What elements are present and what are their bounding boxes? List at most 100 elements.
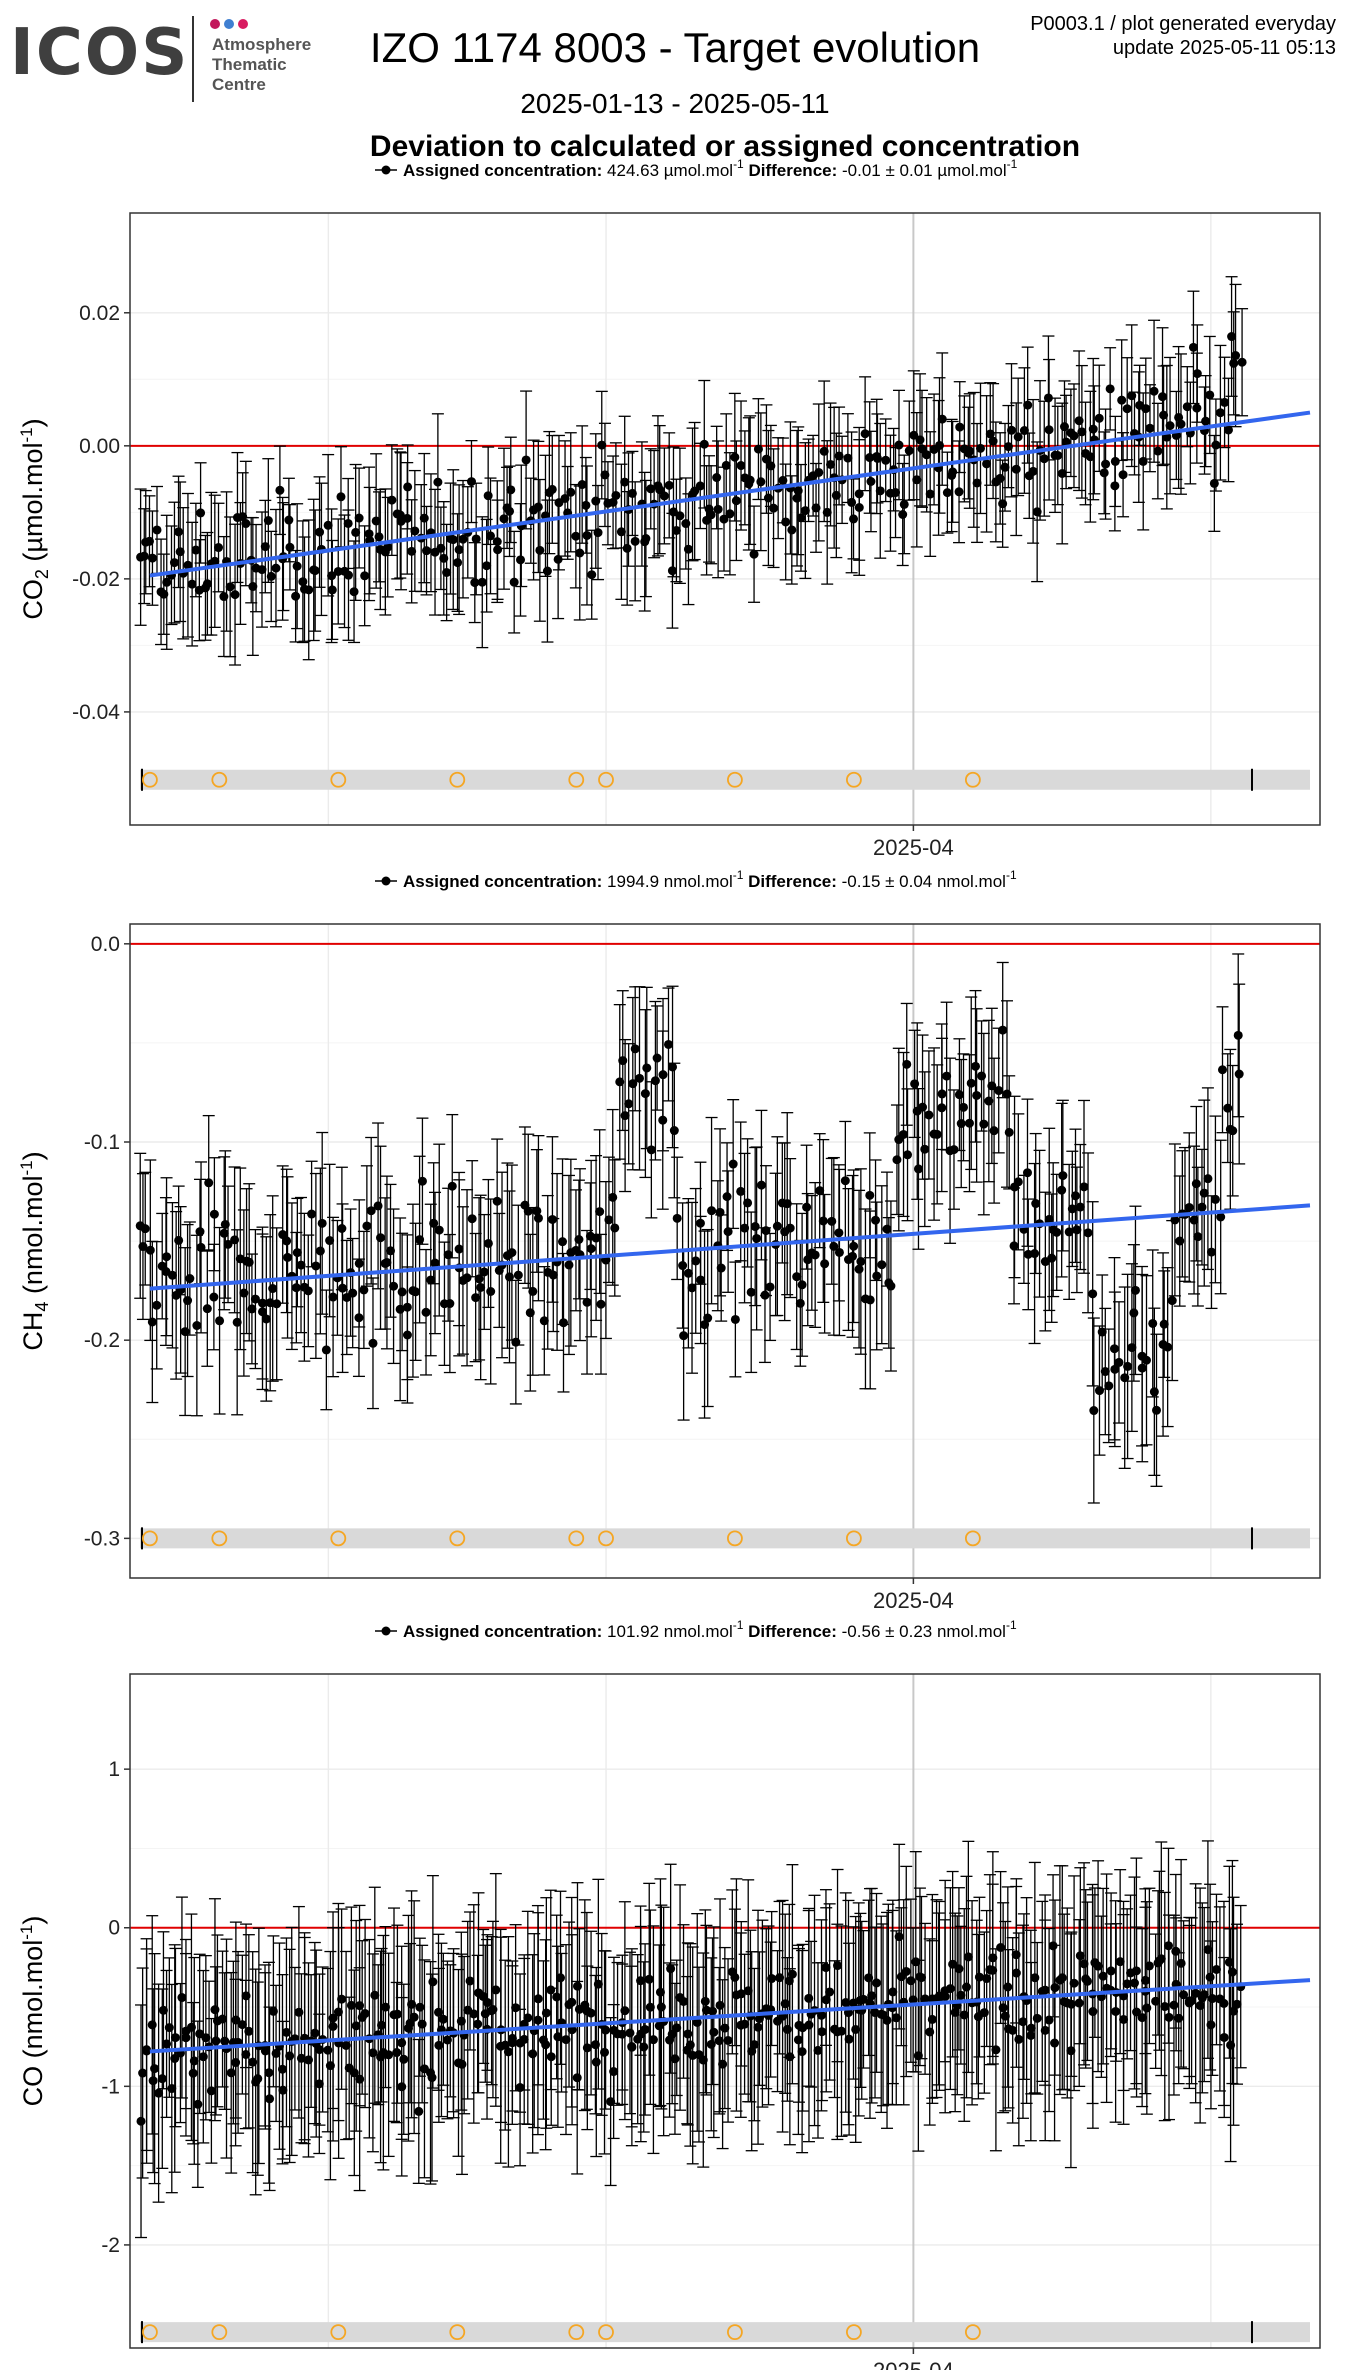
- point-marker: [152, 1300, 162, 1310]
- point-marker: [1201, 416, 1211, 426]
- data-point: [239, 460, 252, 587]
- point-marker: [743, 1198, 753, 1208]
- data-point: [654, 1878, 667, 2107]
- point-marker: [750, 1222, 760, 1232]
- point-marker: [872, 1978, 882, 1988]
- point-marker: [310, 566, 320, 576]
- data-point: [280, 1168, 293, 1314]
- point-marker: [193, 2099, 203, 2109]
- point-marker: [956, 1990, 966, 2000]
- point-marker: [840, 1176, 850, 1186]
- point-marker: [837, 2026, 847, 2036]
- point-marker: [1053, 450, 1063, 460]
- point-marker: [282, 1236, 292, 1246]
- point-marker: [392, 2009, 402, 2019]
- data-point: [841, 413, 854, 504]
- data-point: [380, 1175, 393, 1350]
- point-marker: [315, 527, 325, 537]
- data-point: [466, 1160, 479, 1278]
- data-point: [160, 514, 173, 650]
- point-marker: [888, 1987, 898, 1997]
- point-marker: [210, 2005, 220, 2015]
- data-point: [211, 1934, 224, 2108]
- data-point: [212, 502, 225, 593]
- data-point: [285, 1202, 298, 1351]
- data-point: [817, 1138, 830, 1303]
- point-marker: [139, 551, 149, 561]
- data-point: [682, 493, 695, 606]
- point-marker: [386, 1246, 396, 1256]
- point-marker: [533, 1213, 543, 1223]
- point-marker: [736, 1989, 746, 1999]
- data-point: [818, 1193, 831, 1334]
- y-axis-title-unit: (nmol.mol: [18, 1176, 48, 1302]
- point-marker: [1205, 390, 1215, 400]
- data-point: [1060, 394, 1073, 490]
- legend: Assigned concentration: 424.63 µmol.mol-…: [375, 157, 1018, 180]
- point-marker: [672, 2023, 682, 2033]
- point-marker: [482, 1998, 492, 2008]
- point-marker: [1052, 1227, 1062, 1237]
- point-marker: [994, 1086, 1004, 1096]
- data-point: [368, 1886, 381, 2104]
- data-point: [309, 509, 322, 632]
- point-marker: [195, 1227, 205, 1237]
- point-marker: [736, 1186, 746, 1196]
- point-marker: [1141, 404, 1151, 414]
- data-point: [325, 508, 338, 644]
- point-marker: [257, 565, 267, 575]
- point-marker: [1152, 1405, 1162, 1415]
- point-marker: [285, 542, 295, 552]
- point-marker: [158, 2005, 168, 2015]
- point-marker: [457, 2059, 467, 2069]
- point-marker: [787, 525, 797, 535]
- point-marker: [645, 2002, 655, 2012]
- data-point: [1042, 335, 1055, 461]
- data-point: [779, 463, 792, 581]
- data-point: [865, 1887, 878, 2104]
- point-marker: [209, 1209, 219, 1219]
- point-marker: [454, 1244, 464, 1254]
- point-marker: [427, 2073, 437, 2083]
- data-point: [526, 1954, 539, 2154]
- point-marker: [548, 1270, 558, 1280]
- data-point: [255, 511, 268, 628]
- point-marker: [854, 1264, 864, 1274]
- data-point: [712, 440, 725, 579]
- point-marker: [825, 1987, 835, 1997]
- data-point: [152, 1983, 165, 2203]
- data-point: [1102, 1328, 1115, 1444]
- point-marker: [541, 2040, 551, 2050]
- point-marker: [189, 2056, 199, 2066]
- point-marker: [368, 1338, 378, 1348]
- point-marker: [539, 1316, 549, 1326]
- point-marker: [1234, 1069, 1244, 1079]
- point-marker: [304, 585, 314, 595]
- point-marker: [1099, 468, 1109, 478]
- point-marker: [1003, 442, 1013, 452]
- point-marker: [241, 519, 251, 529]
- point-marker: [377, 2020, 387, 2030]
- y-axis-title-close: ): [18, 1151, 48, 1160]
- point-marker: [730, 1972, 740, 1982]
- data-point: [434, 506, 447, 591]
- point-marker: [591, 496, 601, 506]
- point-marker: [964, 1118, 974, 1128]
- data-point: [625, 1948, 638, 2147]
- point-marker: [736, 461, 746, 471]
- data-point: [900, 1002, 913, 1126]
- point-marker: [818, 1216, 828, 1226]
- point-marker: [278, 2085, 288, 2095]
- deviation-heading: Deviation to calculated or assigned conc…: [369, 130, 1081, 163]
- data-point: [615, 463, 628, 600]
- data-point: [1139, 357, 1152, 460]
- logo-wordmark: ICOS: [10, 16, 190, 90]
- point-marker: [860, 429, 870, 439]
- point-marker: [574, 1234, 584, 1244]
- logo-text: Atmosphere Thematic Centre: [212, 35, 311, 95]
- point-marker: [954, 1090, 964, 1100]
- point-marker: [918, 1102, 928, 1112]
- data-point: [1021, 1098, 1034, 1247]
- point-marker: [1067, 1204, 1077, 1214]
- data-point: [857, 1930, 870, 2069]
